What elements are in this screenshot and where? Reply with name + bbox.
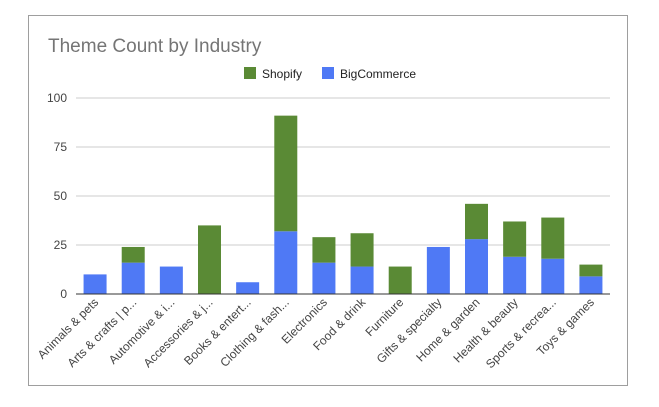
x-tick-label: Automotive & i... <box>106 295 178 367</box>
bar-bigcommerce <box>503 256 527 294</box>
bar-shopify <box>121 246 145 263</box>
chart-title: Theme Count by Industry <box>48 36 262 57</box>
bar-shopify <box>541 217 565 259</box>
bars <box>83 115 603 294</box>
bar-bigcommerce <box>465 239 488 294</box>
bar-shopify <box>350 233 374 267</box>
x-tick-label: Sports & recrea... <box>483 295 559 371</box>
x-tick-label: Books & entert... <box>181 295 254 368</box>
y-tick-label: 100 <box>47 91 67 105</box>
legend: Shopify BigCommerce <box>244 67 416 81</box>
legend-label: Shopify <box>262 67 302 81</box>
bar-bigcommerce <box>83 274 107 294</box>
legend-swatch <box>244 67 256 79</box>
x-tick-label: Gifts & specialty <box>374 295 445 366</box>
bar-bigcommerce <box>350 266 374 294</box>
bar-bigcommerce <box>121 262 145 294</box>
bar-bigcommerce <box>159 266 183 294</box>
legend-swatch <box>322 67 334 79</box>
y-tick-label: 25 <box>54 238 68 252</box>
y-tick-label: 50 <box>54 189 68 203</box>
bar-shopify <box>388 266 412 294</box>
legend-label: BigCommerce <box>340 67 416 81</box>
bar-bigcommerce <box>541 258 565 294</box>
bar-bigcommerce <box>426 246 450 294</box>
bar-shopify <box>274 115 298 232</box>
x-tick-label: Arts & crafts | p... <box>65 295 140 370</box>
y-tick-label: 0 <box>60 287 67 301</box>
bar-bigcommerce <box>236 282 260 294</box>
x-tick-label: Clothing & fash... <box>217 295 292 370</box>
bar-shopify <box>503 221 527 257</box>
bar-bigcommerce <box>312 262 336 294</box>
bar-shopify <box>312 237 336 263</box>
bar-bigcommerce <box>579 276 603 294</box>
bar-shopify <box>465 203 488 240</box>
bar-bigcommerce <box>274 231 298 294</box>
gridlines <box>76 97 610 246</box>
y-tick-label: 75 <box>54 140 68 154</box>
x-tick-label: Accessories & j... <box>141 295 216 370</box>
bar-shopify <box>579 264 603 277</box>
bar-shopify <box>198 225 221 294</box>
y-axis-ticks: 0 25 50 75 100 <box>47 91 67 301</box>
